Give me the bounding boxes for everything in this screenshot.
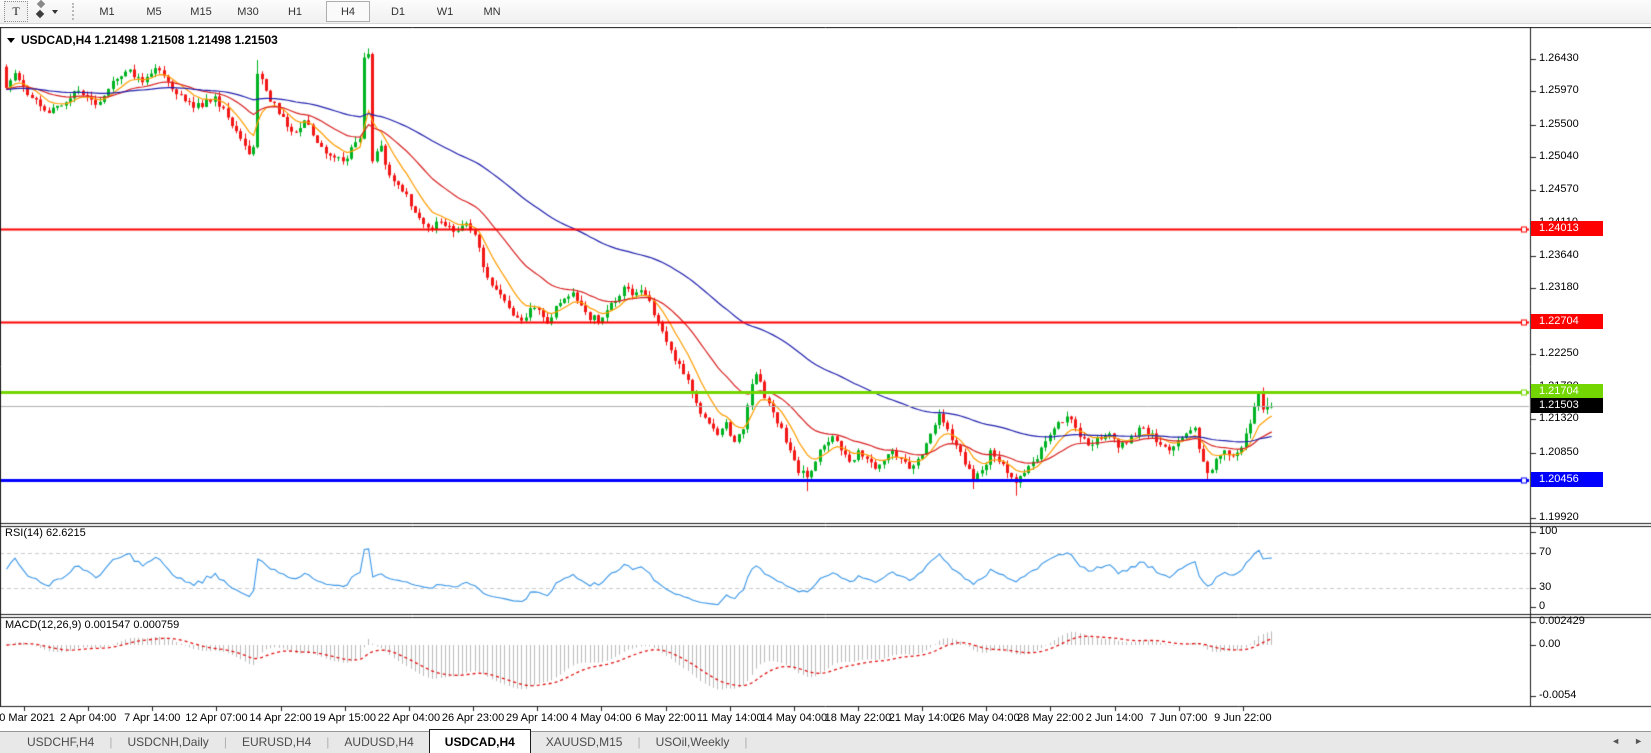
current-price-badge: 1.21503 bbox=[1531, 398, 1603, 414]
time-axis-label: 14 May 04:00 bbox=[760, 712, 828, 724]
timeframe-button-H4[interactable]: H4 bbox=[326, 1, 370, 22]
time-axis-label: 7 Jun 07:00 bbox=[1149, 712, 1208, 724]
rsi-axis-tick-label: 30 bbox=[1539, 580, 1552, 593]
price-chart-canvas[interactable] bbox=[0, 27, 1651, 717]
macd-axis-tick-label: 0.00 bbox=[1539, 638, 1561, 650]
time-axis-label: 22 Apr 04:00 bbox=[377, 712, 441, 724]
chart-tab-eurusd[interactable]: EURUSD,H4 bbox=[241, 735, 312, 749]
timeframe-toolbar: M1 M5 M15 M30 H1 H4 D1 W1 MN bbox=[85, 1, 517, 22]
timeframe-button-M30[interactable]: M30 bbox=[237, 5, 259, 18]
time-axis-label: 7 Apr 14:00 bbox=[124, 712, 181, 724]
timeframe-button-MN[interactable]: MN bbox=[483, 5, 501, 18]
chart-tab-audusd[interactable]: AUDUSD,H4 bbox=[344, 735, 414, 749]
toolbar-separator bbox=[72, 3, 77, 20]
hline-price-badge[interactable]: 1.22704 bbox=[1531, 313, 1603, 329]
timeframe-button-W1[interactable]: W1 bbox=[436, 5, 454, 18]
time-axis-label: 26 Apr 23:00 bbox=[441, 712, 505, 724]
macd-axis-tick-label: -0.0054 bbox=[1539, 689, 1577, 702]
price-axis-tick-label: 1.20850 bbox=[1539, 445, 1579, 458]
arrows-tool-icon bbox=[35, 0, 46, 18]
macd-panel-label: MACD(12,26,9) 0.001547 0.000759 bbox=[5, 619, 180, 631]
time-axis-label: 26 May 04:00 bbox=[952, 712, 1020, 724]
top-toolbar: T M1 M5 M15 M30 H1 H4 D1 W1 MN bbox=[0, 0, 1651, 24]
price-axis-tick-label: 1.25040 bbox=[1539, 150, 1579, 163]
chart-tab-xauusd[interactable]: XAUUSD,M15 bbox=[545, 735, 623, 749]
rsi-axis-tick-label: 100 bbox=[1539, 525, 1558, 537]
tab-divider: | bbox=[744, 735, 748, 749]
timeframe-button-D1[interactable]: D1 bbox=[390, 5, 406, 18]
time-axis-label: 9 Jun 22:00 bbox=[1214, 712, 1272, 724]
rsi-panel-label: RSI(14) 62.6215 bbox=[5, 527, 86, 539]
price-axis-tick-label: 1.21320 bbox=[1539, 412, 1579, 425]
chart-tab-bar: USDCHF,H4 | USDCNH,Daily | EURUSD,H4 | AUDUSD,… bbox=[0, 729, 1651, 753]
macd-axis-tick-label: 0.002429 bbox=[1539, 614, 1585, 627]
timeframe-button-M1[interactable]: M1 bbox=[99, 5, 115, 18]
time-axis-label: 2 Jun 14:00 bbox=[1085, 712, 1144, 724]
tab-scroll-controls: ◄ ► bbox=[1611, 737, 1643, 746]
time-axis-label: 6 May 22:00 bbox=[635, 712, 696, 724]
tab-divider: | bbox=[223, 735, 227, 749]
text-tool-button[interactable]: T bbox=[4, 1, 28, 22]
time-axis-label: 30 Mar 2021 bbox=[0, 712, 55, 724]
hline-price-badge[interactable]: 1.21704 bbox=[1531, 384, 1603, 400]
rsi-axis-tick-label: 0 bbox=[1539, 600, 1546, 612]
price-axis-tick-label: 1.25970 bbox=[1539, 84, 1579, 97]
timeframe-button-M5[interactable]: M5 bbox=[146, 5, 162, 18]
price-axis-tick-label: 1.25500 bbox=[1539, 117, 1579, 130]
chart-title-text: USDCAD,H4 1.21498 1.21508 1.21498 1.2150… bbox=[21, 33, 278, 47]
hline-price-badge[interactable]: 1.24013 bbox=[1531, 221, 1603, 237]
tab-divider: | bbox=[637, 735, 641, 749]
chart-title: USDCAD,H4 1.21498 1.21508 1.21498 1.2150… bbox=[7, 33, 278, 47]
arrows-tool-button[interactable] bbox=[34, 0, 62, 21]
price-axis-tick-label: 1.24570 bbox=[1539, 183, 1579, 196]
chart-tab-usoil[interactable]: USOil,Weekly bbox=[655, 735, 730, 749]
timeframe-button-M15[interactable]: M15 bbox=[190, 5, 212, 18]
timeframe-button-H1[interactable]: H1 bbox=[287, 5, 303, 18]
price-axis-tick-label: 1.19920 bbox=[1539, 511, 1579, 524]
time-axis-label: 2 Apr 04:00 bbox=[60, 712, 117, 724]
time-axis-label: 21 May 14:00 bbox=[888, 712, 956, 724]
chart-tab-usdchf[interactable]: USDCHF,H4 bbox=[27, 735, 95, 749]
tab-scroll-left-button[interactable]: ◄ bbox=[1611, 736, 1621, 746]
time-axis-label: 29 Apr 14:00 bbox=[505, 712, 569, 724]
time-axis-label: 4 May 04:00 bbox=[571, 712, 632, 724]
rsi-axis-tick-label: 70 bbox=[1539, 546, 1552, 559]
price-axis-tick-label: 1.23640 bbox=[1539, 248, 1579, 261]
time-axis-label: 11 May 14:00 bbox=[696, 712, 763, 724]
chart-tab-usdcad[interactable]: USDCAD,H4 bbox=[428, 729, 531, 753]
time-axis-label: 28 May 22:00 bbox=[1017, 712, 1084, 724]
tab-scroll-right-button[interactable]: ► bbox=[1634, 736, 1643, 746]
chevron-down-icon bbox=[52, 9, 58, 14]
price-axis-tick-label: 1.22250 bbox=[1539, 346, 1579, 359]
time-axis-label: 14 Apr 22:00 bbox=[249, 712, 312, 724]
time-axis-label: 12 Apr 07:00 bbox=[185, 712, 248, 724]
time-axis-label: 18 May 22:00 bbox=[824, 712, 892, 724]
hline-price-badge[interactable]: 1.20456 bbox=[1531, 472, 1603, 488]
time-axis-label: 19 Apr 15:00 bbox=[313, 712, 376, 724]
tab-divider: | bbox=[109, 735, 113, 749]
tab-divider: | bbox=[326, 735, 330, 749]
chart-tab-usdcnh[interactable]: USDCNH,Daily bbox=[127, 735, 209, 749]
price-axis-tick-label: 1.26430 bbox=[1539, 52, 1579, 64]
symbol-dropdown-icon[interactable] bbox=[7, 37, 15, 43]
price-axis-tick-label: 1.23180 bbox=[1539, 281, 1579, 294]
